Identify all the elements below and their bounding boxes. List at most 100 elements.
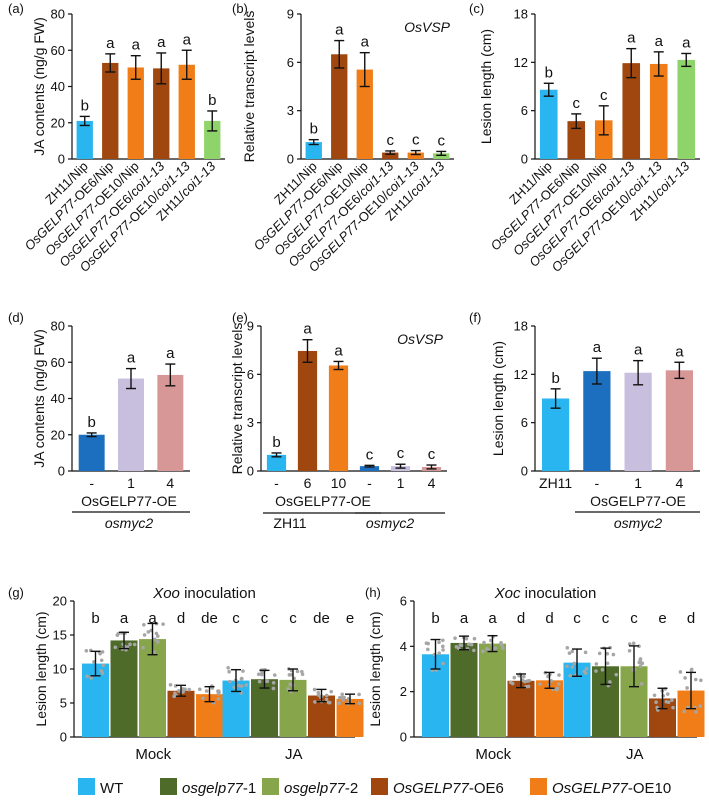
y-tick-label: 20	[53, 594, 67, 609]
data-point	[510, 681, 515, 686]
data-point	[300, 669, 304, 674]
bar	[118, 378, 144, 471]
legend-label: osgelp77-2	[284, 780, 358, 797]
data-point	[146, 630, 151, 634]
data-point	[565, 646, 570, 650]
data-point	[685, 686, 689, 690]
legend-item: OsGELP77-OE10	[530, 778, 671, 797]
group-label: OsGELP77-OE	[275, 493, 371, 509]
data-point	[437, 651, 441, 655]
y-tick-label: 3	[287, 103, 294, 118]
data-point	[482, 640, 486, 645]
chart-title: OsVSP	[404, 19, 451, 35]
y-tick-label: 0	[400, 730, 407, 745]
legend-item: osgelp77-1	[160, 778, 256, 797]
legend-swatch	[371, 778, 388, 795]
data-point	[594, 669, 598, 673]
panel-label: (e)	[232, 310, 248, 325]
data-point	[198, 687, 202, 692]
y-tick-label: 60	[51, 355, 65, 370]
x-tick-label: 4	[428, 475, 436, 491]
x-tick-label: 10	[331, 475, 347, 491]
significance-letter: a	[675, 343, 684, 360]
panel-e: (e)Relative transcript levels OsVSP 0 3 6 9 b -…	[229, 310, 447, 531]
data-point	[499, 640, 503, 645]
panel-label: (c)	[469, 1, 484, 16]
data-point	[678, 670, 683, 674]
bar	[359, 466, 380, 471]
panel-b: (b)Relative transcript levels OsVSP0369bZ…	[232, 1, 454, 275]
significance-letter: c	[289, 610, 297, 627]
data-point	[141, 645, 145, 650]
bar	[167, 690, 195, 737]
significance-letter: c	[412, 132, 420, 149]
group-label: OsGELP77-OE	[81, 493, 177, 509]
data-point	[326, 700, 331, 705]
data-point	[287, 673, 292, 677]
bar	[76, 120, 93, 159]
data-point	[240, 676, 244, 681]
bar	[649, 63, 668, 159]
data-point	[605, 661, 610, 666]
data-point	[485, 646, 489, 651]
significance-letter: b	[81, 97, 89, 114]
data-point	[101, 663, 106, 668]
bar	[479, 643, 506, 737]
x-tick-label: 6	[304, 475, 312, 491]
data-point	[152, 637, 157, 642]
data-point	[665, 692, 670, 696]
bar	[102, 62, 119, 159]
panel-d: (d) JA contents (ng/g FW) 0 20 40 60 80 b - a 1 a 4 O…	[8, 310, 190, 531]
panel-label: (b)	[232, 1, 248, 16]
chart-title: OsVSP	[397, 331, 444, 347]
group-label: osmyc2	[105, 515, 153, 531]
data-point	[557, 673, 561, 677]
data-point	[472, 648, 476, 653]
data-point	[424, 641, 429, 646]
data-point	[239, 684, 244, 688]
data-point	[683, 676, 687, 680]
x-tick-label: 4	[166, 475, 174, 491]
significance-letter: a	[166, 345, 175, 362]
data-point	[85, 674, 89, 679]
y-tick-label: 9	[247, 319, 254, 334]
data-point	[142, 633, 147, 637]
data-point	[538, 682, 542, 686]
y-axis-label: JA contents (ng/g FW)	[31, 17, 47, 156]
data-point	[272, 673, 277, 677]
data-point	[115, 633, 120, 637]
bar	[567, 121, 586, 159]
y-tick-label: 80	[51, 7, 65, 22]
significance-letter: b	[91, 610, 99, 627]
data-point	[265, 679, 270, 684]
group-label: OsGELP77-OE	[590, 493, 686, 509]
data-point	[670, 698, 674, 703]
panel-label: (d)	[8, 310, 24, 325]
data-point	[481, 649, 485, 654]
y-tick-label: 0	[287, 152, 294, 167]
data-point	[693, 677, 698, 682]
data-point	[312, 687, 317, 692]
data-point	[227, 669, 231, 674]
data-point	[228, 679, 232, 684]
group-label: osmyc2	[366, 515, 414, 531]
bar	[153, 68, 170, 159]
data-point	[324, 693, 329, 698]
significance-letter: c	[261, 610, 269, 627]
significance-letter: c	[387, 132, 395, 149]
data-point	[357, 701, 362, 706]
legend: WT osgelp77-1 osgelp77-2 OsGELP77-OE6 OsGELP…	[78, 778, 671, 797]
x-tick-label: -	[595, 475, 600, 491]
y-tick-label: 40	[51, 79, 65, 94]
significance-letter: c	[428, 446, 436, 463]
x-tick-label: ZH11	[539, 475, 572, 491]
data-point	[639, 682, 644, 686]
data-point	[467, 642, 471, 646]
y-tick-label: 5	[60, 696, 67, 711]
y-tick-label: 0	[521, 464, 528, 479]
data-point	[241, 669, 245, 673]
data-point	[517, 673, 521, 678]
data-point	[527, 678, 531, 683]
data-point	[652, 693, 657, 698]
data-point	[154, 631, 159, 636]
